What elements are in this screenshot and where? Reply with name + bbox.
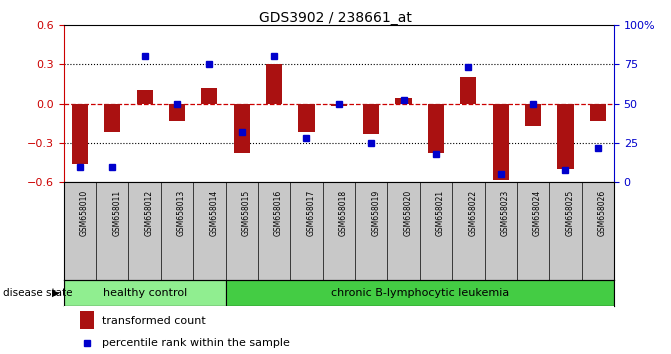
Text: GSM658010: GSM658010 xyxy=(80,190,89,236)
Text: GSM658024: GSM658024 xyxy=(533,190,542,236)
Bar xyxy=(72,104,88,164)
Bar xyxy=(493,104,509,180)
Bar xyxy=(81,311,94,329)
Bar xyxy=(299,104,315,132)
Bar xyxy=(266,64,282,104)
Bar xyxy=(201,88,217,104)
Text: GSM658011: GSM658011 xyxy=(112,190,121,236)
Text: chronic B-lymphocytic leukemia: chronic B-lymphocytic leukemia xyxy=(331,288,509,298)
Text: healthy control: healthy control xyxy=(103,288,187,298)
Text: transformed count: transformed count xyxy=(102,315,206,326)
Bar xyxy=(234,104,250,153)
Bar xyxy=(137,90,153,104)
Text: GSM658012: GSM658012 xyxy=(145,190,154,236)
Text: GSM658013: GSM658013 xyxy=(177,190,186,236)
Text: percentile rank within the sample: percentile rank within the sample xyxy=(102,338,290,348)
Text: ▶: ▶ xyxy=(52,288,59,298)
Bar xyxy=(428,104,444,153)
Bar xyxy=(395,98,412,104)
Text: GSM658021: GSM658021 xyxy=(436,190,445,236)
Text: disease state: disease state xyxy=(3,288,73,298)
Bar xyxy=(590,104,606,121)
Text: GSM658014: GSM658014 xyxy=(209,190,218,236)
Bar xyxy=(525,104,541,126)
Text: GSM658022: GSM658022 xyxy=(468,190,477,236)
Bar xyxy=(225,280,614,306)
Text: GSM658025: GSM658025 xyxy=(566,190,574,236)
Bar xyxy=(104,104,120,132)
Bar xyxy=(363,104,379,134)
Bar xyxy=(460,77,476,104)
Text: GSM658015: GSM658015 xyxy=(242,190,251,236)
Text: GSM658016: GSM658016 xyxy=(274,190,283,236)
Text: GSM658023: GSM658023 xyxy=(501,190,510,236)
Bar xyxy=(64,280,225,306)
Bar xyxy=(169,104,185,121)
Text: GSM658020: GSM658020 xyxy=(403,190,413,236)
Text: GSM658017: GSM658017 xyxy=(307,190,315,236)
Bar xyxy=(558,104,574,169)
Text: GDS3902 / 238661_at: GDS3902 / 238661_at xyxy=(259,11,412,25)
Text: GSM658026: GSM658026 xyxy=(598,190,607,236)
Text: GSM658019: GSM658019 xyxy=(371,190,380,236)
Text: GSM658018: GSM658018 xyxy=(339,190,348,236)
Bar xyxy=(331,104,347,106)
